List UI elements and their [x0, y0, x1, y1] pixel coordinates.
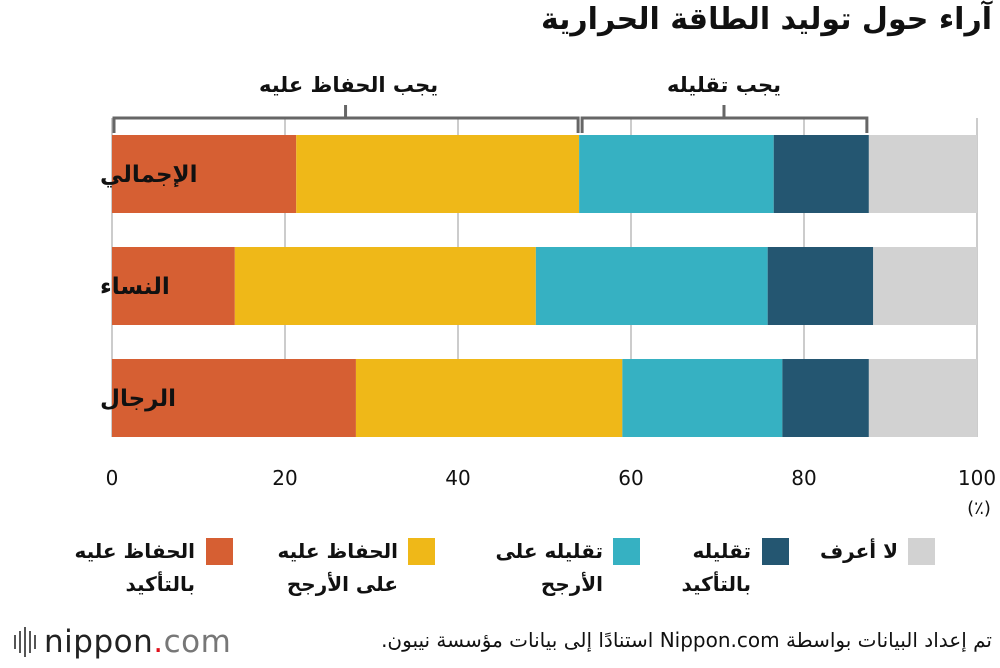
category-label-0: الإجمالي	[100, 162, 198, 188]
logo-bars-icon	[14, 627, 36, 657]
legend-item-keep_probably: الحفاظ عليه على الأرجح	[0, 535, 1000, 605]
bar-segment-keep_definitely-2	[112, 359, 356, 437]
legend-item-reduce_definitely: تقليله بالتأكيد	[0, 535, 1000, 605]
x-tick-label-0: 0	[106, 466, 119, 490]
legend-label-line1: الحفاظ عليه	[277, 539, 398, 563]
unit-label: (٪)	[967, 498, 991, 519]
legend-label-reduce_probably: تقليله على الأرجح	[495, 535, 603, 601]
legend-label-line1: لا أعرف	[819, 539, 898, 563]
category-label-2: الرجال	[100, 386, 176, 412]
bar-segment-dont_know-1	[873, 247, 977, 325]
category-label-1: النساء	[100, 274, 170, 300]
bracket-reduce	[580, 105, 869, 133]
x-tick-label-20: 20	[272, 466, 297, 490]
bar-segment-keep_definitely-0	[112, 135, 297, 213]
legend-swatch-dont_know	[908, 538, 935, 565]
x-tick-label-100: 100	[958, 466, 996, 490]
group-brackets: يجب الحفاظ عليه يجب تقليله	[112, 73, 869, 133]
x-axis-ticks: 0 20 40 60 80 100	[106, 466, 996, 490]
legend-label-line2: بالتأكيد	[681, 572, 751, 596]
legend-swatch-keep_probably	[408, 538, 435, 565]
legend-label-keep_definitely: الحفاظ عليه بالتأكيد	[74, 535, 195, 601]
legend-item-keep_definitely: الحفاظ عليه بالتأكيد	[0, 535, 1000, 605]
source-note: تم إعداد البيانات بواسطة Nippon.com استن…	[381, 628, 992, 652]
logo-text: nippon.com	[44, 624, 232, 660]
legend-swatch-reduce_probably	[613, 538, 640, 565]
legend-label-line2: الأرجح	[540, 572, 603, 596]
legend-label-keep_probably: الحفاظ عليه على الأرجح	[277, 535, 398, 601]
legend-item-reduce_probably: تقليله على الأرجح	[0, 535, 1000, 605]
legend-label-reduce_definitely: تقليله بالتأكيد	[681, 535, 751, 601]
bar-segment-reduce_definitely-1	[767, 247, 874, 325]
bar-segment-keep_probably-0	[296, 135, 580, 213]
x-tick-label-60: 60	[618, 466, 643, 490]
bar-segment-reduce_probably-2	[622, 359, 783, 437]
group-label-keep: يجب الحفاظ عليه	[259, 73, 438, 97]
legend-label-line1: الحفاظ عليه	[74, 539, 195, 563]
bar-segment-reduce_probably-0	[579, 135, 774, 213]
bar-segment-reduce_definitely-2	[782, 359, 869, 437]
legend-label-line2: بالتأكيد	[125, 572, 195, 596]
bar-segment-keep_definitely-1	[112, 247, 235, 325]
nippon-logo: nippon.com	[14, 622, 231, 662]
bar-segment-keep_probably-1	[234, 247, 536, 325]
bracket-keep	[112, 105, 580, 133]
legend-label-dont_know: لا أعرف	[820, 535, 898, 568]
bar-segment-keep_probably-2	[355, 359, 623, 437]
legend-swatch-reduce_definitely	[762, 538, 789, 565]
bars	[112, 135, 977, 437]
chart-title: آراء حول توليد الطاقة الحرارية	[540, 2, 992, 37]
legend-label-line1: تقليله	[692, 539, 751, 563]
legend-item-dont_know: لا أعرف	[0, 535, 1000, 605]
bar-segment-dont_know-2	[868, 359, 977, 437]
bar-segment-reduce_probably-1	[535, 247, 768, 325]
bar-segment-dont_know-0	[868, 135, 977, 213]
legend-label-line1: تقليله على	[495, 539, 603, 563]
group-label-reduce: يجب تقليله	[667, 73, 781, 97]
legend-swatch-keep_definitely	[206, 538, 233, 565]
x-tick-label-40: 40	[445, 466, 470, 490]
category-labels: الإجمالي النساء الرجال	[100, 162, 198, 412]
bar-segment-reduce_definitely-0	[773, 135, 869, 213]
x-tick-label-80: 80	[791, 466, 816, 490]
legend-label-line2: على الأرجح	[286, 572, 398, 596]
